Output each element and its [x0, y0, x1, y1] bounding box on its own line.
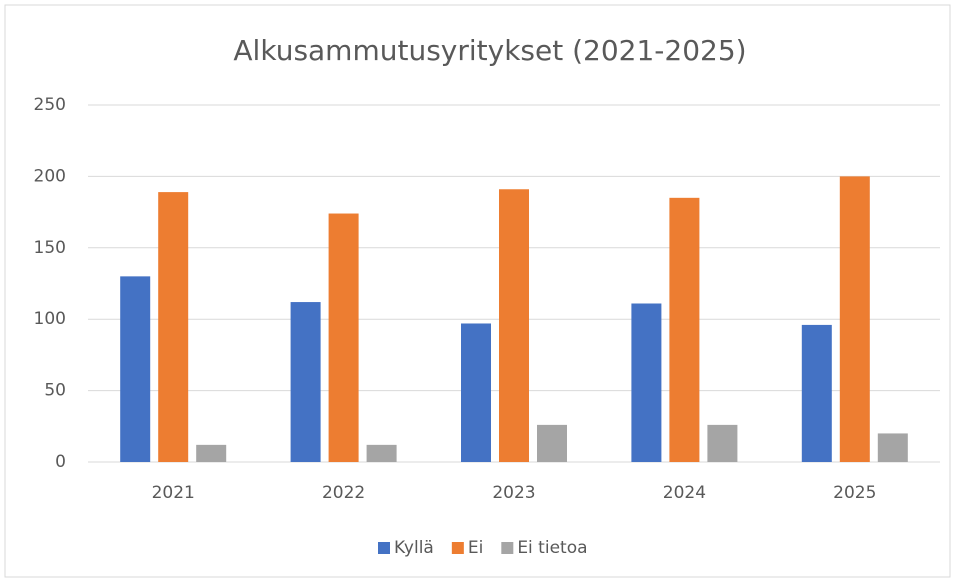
bar	[499, 189, 529, 462]
y-tick-label: 250	[34, 95, 66, 115]
legend-label: Ei tietoa	[517, 538, 587, 558]
y-tick-label: 0	[55, 452, 66, 472]
x-tick-label: 2023	[492, 483, 535, 503]
bar	[631, 303, 662, 462]
bar	[877, 433, 908, 462]
legend-swatch	[451, 542, 464, 554]
y-tick-label: 50	[44, 381, 66, 401]
legend-label: Kyllä	[394, 538, 434, 558]
y-tick-label: 200	[34, 166, 66, 186]
x-tick-label: 2022	[322, 483, 365, 503]
legend-swatch	[501, 542, 514, 554]
bar	[328, 213, 359, 462]
bar	[537, 424, 567, 462]
bar	[120, 276, 151, 462]
bar	[839, 176, 870, 462]
x-tick-label: 2021	[152, 483, 195, 503]
x-tick-label: 2024	[663, 483, 706, 503]
bar	[366, 444, 397, 462]
y-tick-label: 100	[34, 309, 66, 329]
bar	[196, 444, 227, 462]
bar	[669, 197, 700, 462]
bar	[707, 424, 738, 462]
y-tick-label: 150	[34, 238, 66, 258]
bar	[290, 302, 321, 462]
chart-title: Alkusammutusyritykset (2021-2025)	[233, 34, 746, 67]
bar	[158, 192, 189, 462]
bar	[801, 324, 832, 462]
legend-label: Ei	[468, 538, 483, 558]
x-tick-label: 2025	[833, 483, 876, 503]
legend-swatch	[378, 542, 390, 554]
bar	[461, 323, 491, 462]
